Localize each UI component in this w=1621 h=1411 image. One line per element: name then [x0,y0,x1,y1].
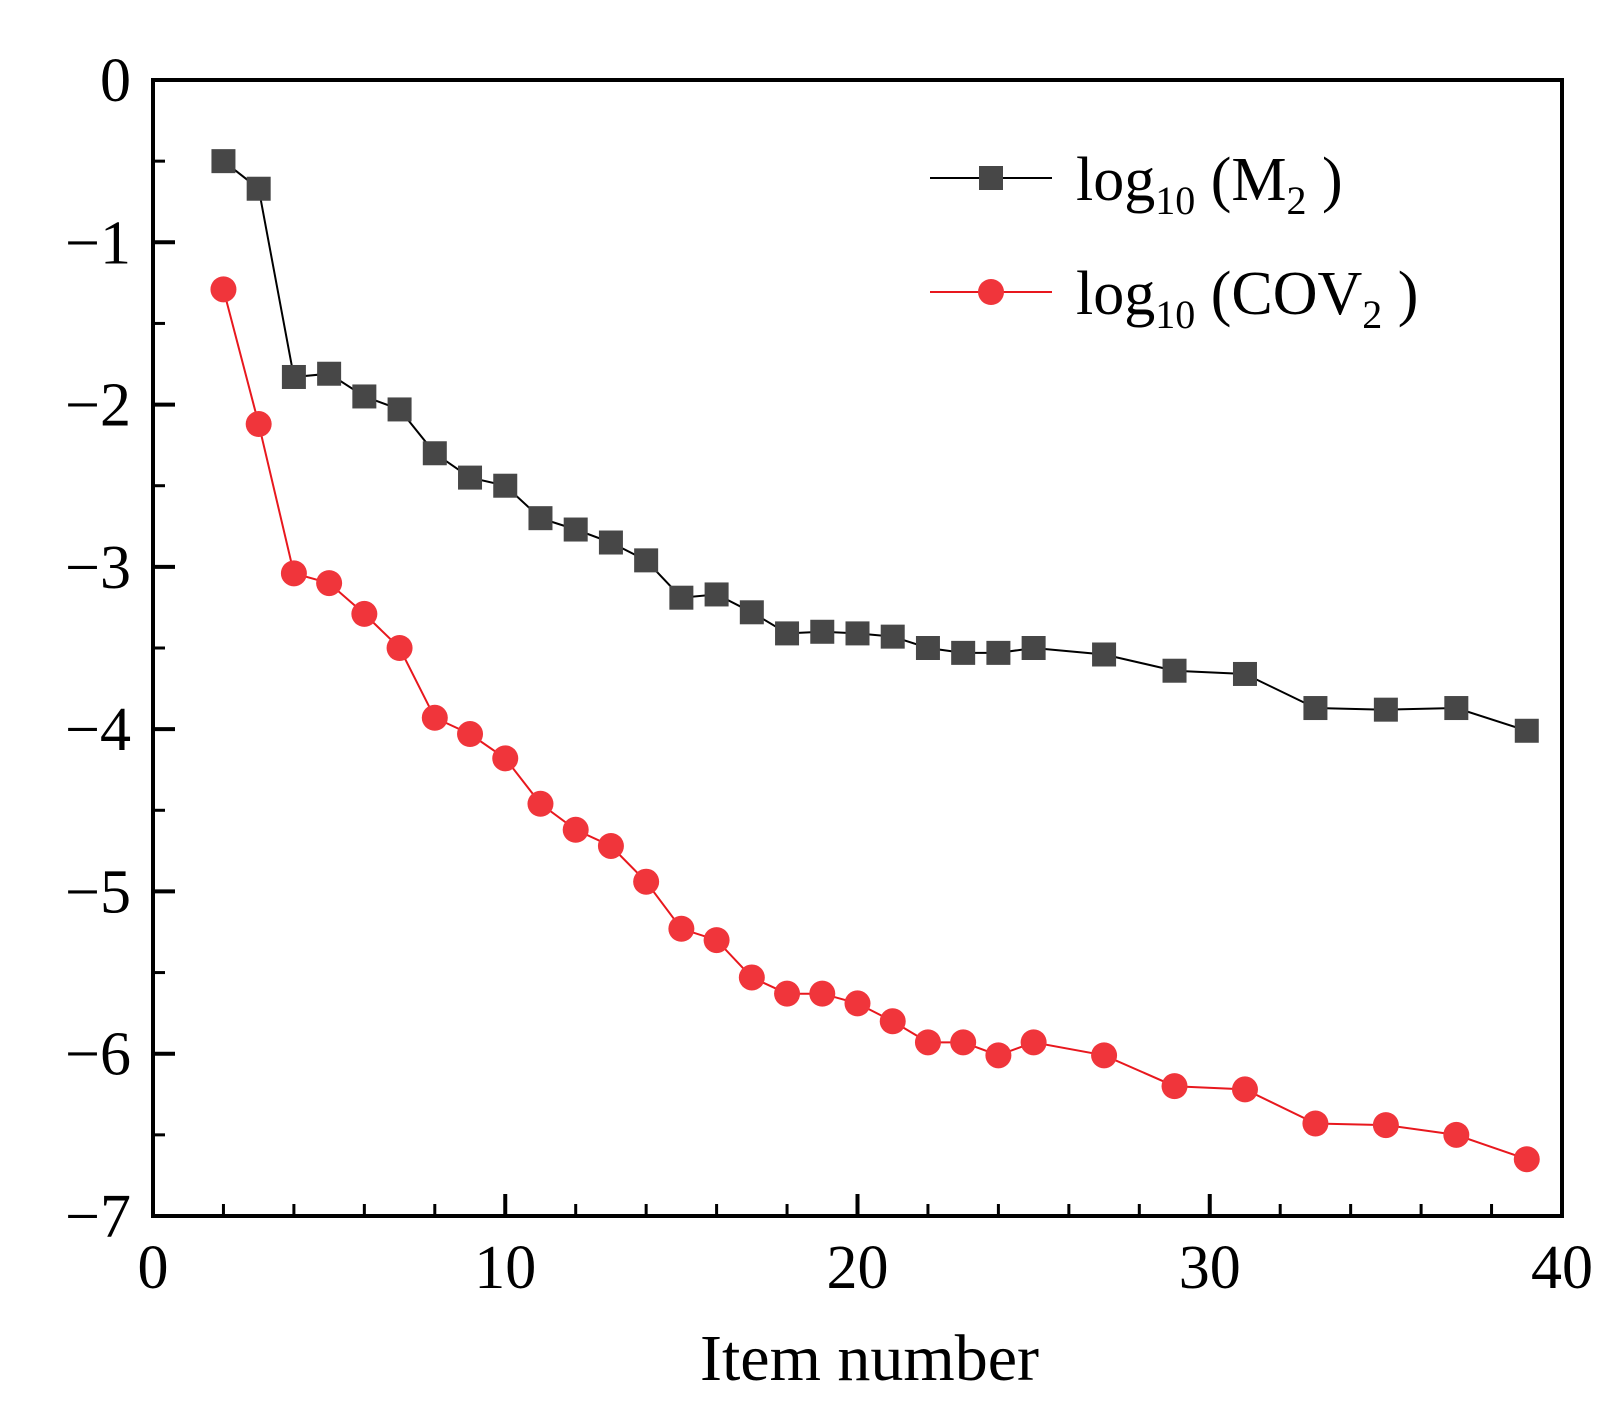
legend-entry-cov2: log10 (COV2 ) [930,260,1418,337]
data-point [598,530,623,555]
plot-frame [151,78,1564,1218]
data-point [704,582,729,607]
data-point [281,364,306,389]
data-point [387,397,412,422]
data-point [738,964,765,991]
data-point [633,868,660,895]
series-line [222,160,1528,732]
data-point [1161,1073,1188,1100]
data-point [352,384,377,409]
series-m2 [211,149,1539,743]
y-tick-label: −1 [65,209,131,277]
data-point [810,619,835,644]
data-point [1092,642,1117,667]
y-tick-label: −5 [65,858,131,926]
data-point [317,361,342,386]
y-tick-label: −7 [65,1183,131,1251]
series-layer [210,149,1540,1173]
data-point [1021,636,1046,660]
data-point [915,636,940,660]
data-point [280,560,307,587]
data-point [562,816,589,843]
data-point [1373,697,1398,722]
data-point [1303,696,1328,721]
data-point [914,1029,941,1056]
x-tick-label: 20 [827,1234,889,1302]
data-point [1514,718,1539,743]
data-point [1162,658,1187,683]
data-point [774,980,801,1007]
data-point [245,411,272,438]
data-point [985,1042,1012,1069]
axis-ticks [151,78,1564,1218]
data-point [1302,1110,1329,1137]
tick-labels: 0 10 20 30 40 0 −1 −2 −3 −4 −5 −6 −7 [65,47,1593,1302]
series-cov2 [210,276,1540,1173]
data-point [1444,696,1469,721]
x-tick-label: 30 [1179,1234,1241,1302]
data-point [246,176,271,201]
y-tick-label: −2 [65,372,131,440]
data-point [1232,661,1257,686]
legend-entry-m2: log10 (M2 ) [930,146,1343,223]
data-point [739,600,764,625]
data-point [844,990,871,1017]
data-point [563,517,588,542]
data-point [703,927,730,954]
legend-label: log10 (COV2 ) [1076,260,1418,337]
series-line [222,289,1528,1161]
data-point [1020,1029,1047,1056]
data-point [809,980,836,1007]
data-point [951,640,976,665]
legend: log10 (M2 ) log10 (COV2 ) [930,146,1418,337]
x-tick-label: 10 [474,1234,536,1302]
data-point [880,624,905,649]
data-point [421,704,448,731]
data-point [492,745,519,772]
y-tick-label: −6 [65,1021,131,1089]
data-point [634,548,659,573]
x-tick-label: 40 [1531,1234,1593,1302]
y-tick-label: −4 [65,696,131,764]
data-point [1091,1042,1118,1069]
legend-marker-square [979,166,1003,190]
data-point [316,570,343,597]
data-point [879,1008,906,1035]
data-point [457,721,484,748]
data-point [1443,1121,1470,1148]
data-point [211,149,236,174]
x-tick-label: 0 [138,1234,169,1302]
data-point [1372,1112,1399,1139]
data-point [527,790,554,817]
data-point [986,640,1011,665]
y-tick-label: 0 [100,47,131,115]
data-point [668,915,695,942]
data-point [351,600,378,627]
data-point [1513,1146,1540,1173]
data-point [210,276,237,303]
x-axis-title: Item number [700,1322,1039,1395]
legend-marker-circle [978,279,1004,305]
data-point [1231,1076,1258,1103]
data-point [845,621,870,646]
data-point [493,473,518,498]
y-tick-label: −3 [65,534,131,602]
data-point [386,635,413,661]
legend-label: log10 (M2 ) [1076,146,1343,223]
data-point [422,441,447,466]
data-point [528,506,553,531]
data-point [775,621,800,646]
data-point [669,585,694,610]
data-point [950,1029,977,1056]
data-point [458,465,483,490]
data-point [597,832,624,859]
